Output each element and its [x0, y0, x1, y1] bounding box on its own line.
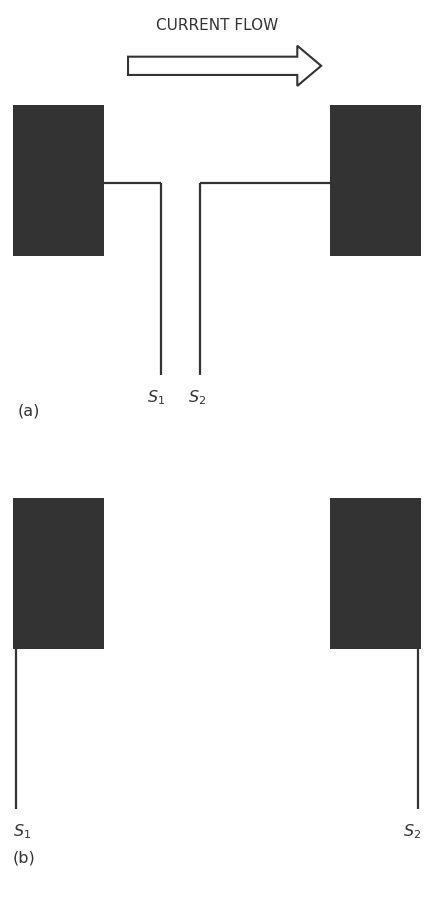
- Bar: [330, 105, 421, 256]
- Text: $S_1$: $S_1$: [147, 388, 165, 407]
- Bar: [13, 105, 104, 256]
- Text: $S_2$: $S_2$: [403, 823, 421, 841]
- Bar: [13, 498, 104, 649]
- Text: $S_2$: $S_2$: [188, 388, 207, 407]
- Text: (b): (b): [13, 850, 36, 865]
- Text: CURRENT FLOW: CURRENT FLOW: [156, 18, 278, 33]
- Bar: [330, 498, 421, 649]
- Text: $S_1$: $S_1$: [13, 823, 31, 841]
- Text: (a): (a): [17, 404, 40, 419]
- Polygon shape: [128, 46, 321, 86]
